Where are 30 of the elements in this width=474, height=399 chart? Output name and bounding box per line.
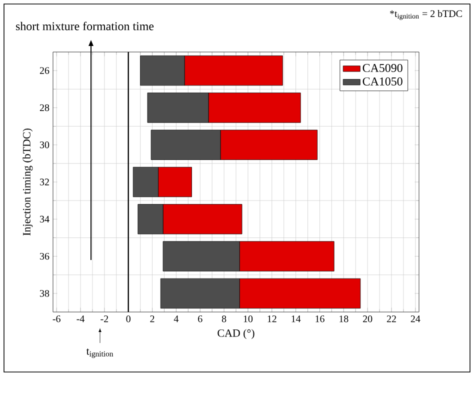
x-tick-label: 6 <box>198 316 202 322</box>
x-tick-label: 18 <box>340 316 348 322</box>
x-tick-label: -6 <box>52 316 60 322</box>
x-axis-title: CAD (°) <box>218 329 254 340</box>
y-tick-label: 28 <box>40 104 50 112</box>
y-tick-label: 32 <box>40 178 49 186</box>
x-tick-label: 0 <box>126 316 130 322</box>
x-tick-label: 14 <box>292 316 301 322</box>
y-axis-title: Injection timing (bTDC) <box>22 128 33 236</box>
y-tick-label: 34 <box>40 216 50 222</box>
y-tick-label: 36 <box>40 252 50 260</box>
text: t$_{ignition}$ <box>86 348 114 358</box>
y-tick-label: 38 <box>40 290 50 297</box>
x-tick-label: 20 <box>363 316 372 322</box>
x-tick-label: 2 <box>150 316 154 322</box>
x-tick-label: 4 <box>174 316 179 322</box>
text: *t$_{ignition}$ = 2 bTDC <box>390 10 462 20</box>
x-tick-label: -4 <box>76 316 85 322</box>
x-tick-label: 16 <box>316 316 324 322</box>
legend-label: CA1050 <box>362 77 402 86</box>
legend-label: CA5090 <box>362 64 402 72</box>
x-tick-label: 10 <box>244 316 253 322</box>
x-tick-label: -2 <box>100 316 108 322</box>
y-tick-label: 30 <box>40 142 50 148</box>
x-tick-label: 8 <box>222 316 226 322</box>
x-tick-label: 12 <box>268 316 276 322</box>
y-tick-label: 26 <box>40 67 50 74</box>
x-tick-label: 22 <box>386 316 396 322</box>
text: short mixture formation time <box>16 22 154 30</box>
x-tick-label: 24 <box>410 316 420 322</box>
